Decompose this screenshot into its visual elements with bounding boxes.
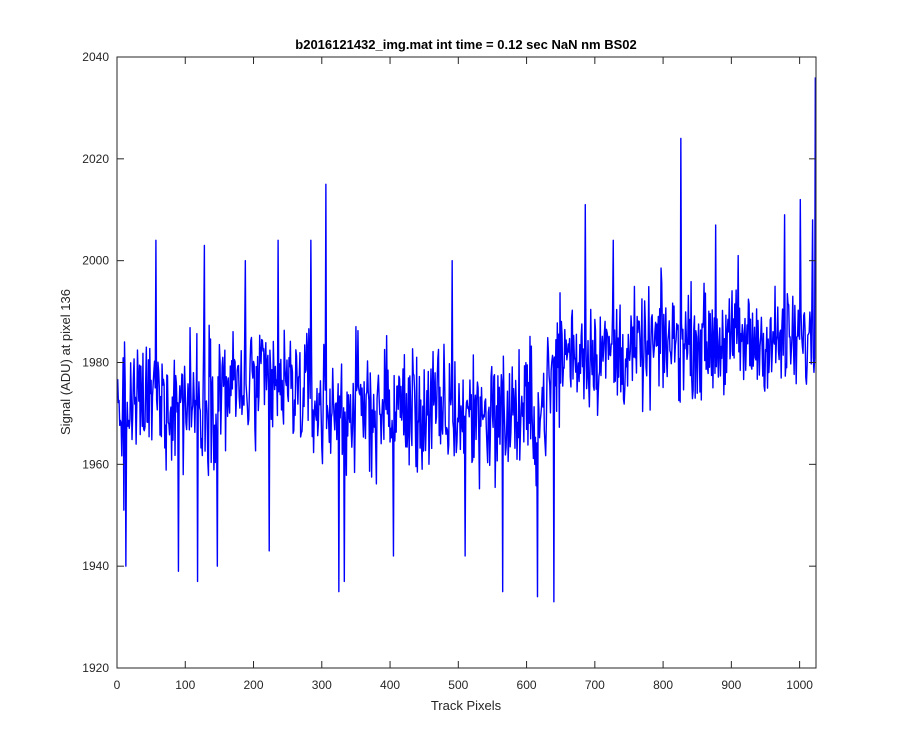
x-tick-label-3: 300 — [312, 678, 332, 692]
tick-layer: 0 100 200 300 400 500 600 700 800 900 1000 1920 1940… — [82, 50, 816, 692]
y-tick-label-1: 1940 — [82, 559, 109, 573]
y-tick-label-3: 1980 — [82, 356, 109, 370]
y-tick-label-6: 2040 — [82, 50, 109, 64]
x-tick-label-9: 900 — [721, 678, 741, 692]
x-tick-label-0: 0 — [114, 678, 121, 692]
x-tick-label-7: 700 — [585, 678, 605, 692]
x-tick-label-6: 600 — [517, 678, 537, 692]
x-axis-label: Track Pixels — [431, 698, 502, 713]
x-tick-label-2: 200 — [244, 678, 264, 692]
y-tick-label-5: 2020 — [82, 152, 109, 166]
signal-series-line — [116, 77, 817, 603]
data-series-layer — [116, 77, 817, 603]
y-axis-label: Signal (ADU) at pixel 136 — [58, 289, 73, 435]
x-tick-label-10: 1000 — [786, 678, 813, 692]
y-tick-label-4: 2000 — [82, 254, 109, 268]
x-tick-label-4: 400 — [380, 678, 400, 692]
y-tick-label-0: 1920 — [82, 661, 109, 675]
x-tick-label-1: 100 — [175, 678, 195, 692]
x-tick-label-5: 500 — [448, 678, 468, 692]
y-tick-label-2: 1960 — [82, 457, 109, 471]
x-tick-label-8: 800 — [653, 678, 673, 692]
chart-title: b2016121432_img.mat int time = 0.12 sec … — [295, 37, 636, 52]
